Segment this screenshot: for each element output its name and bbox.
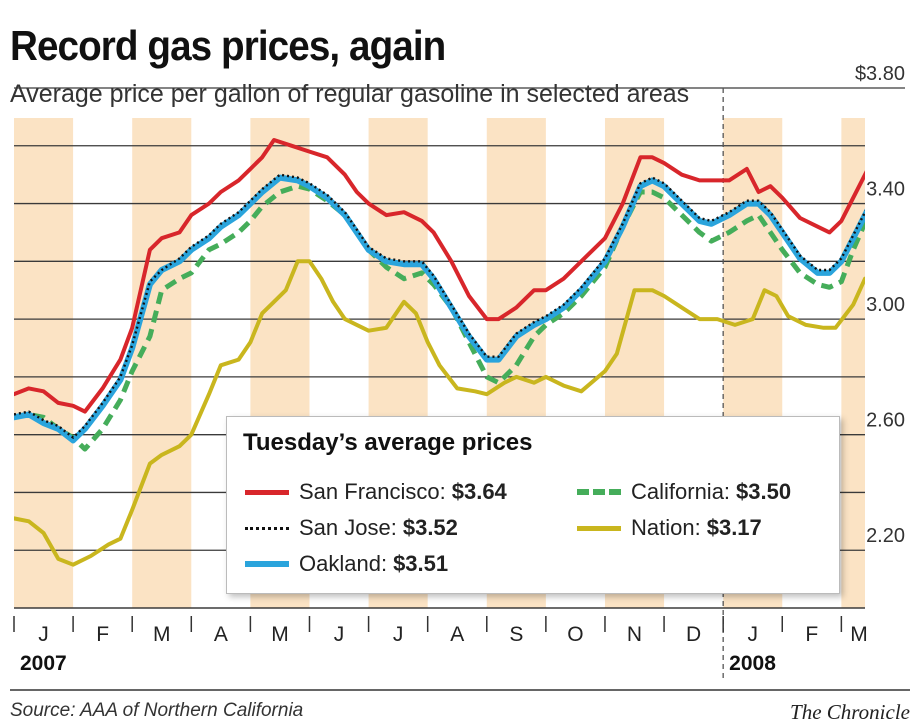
year-label: 2008 [729, 652, 776, 675]
x-tick-label: M [850, 623, 868, 646]
y-tick-label: $3.80 [855, 63, 905, 85]
series-line-california [14, 183, 865, 452]
legend-title: Tuesday’s average prices [243, 429, 533, 456]
legend-label-san-jose: San Jose: [299, 515, 397, 540]
legend-item-nation: Nation: $3.17 [577, 515, 762, 541]
x-tick-label: F [805, 623, 818, 646]
x-tick-label: A [214, 623, 228, 646]
y-tick-label: 3.40 [866, 179, 905, 201]
x-tick-label: N [627, 623, 642, 646]
legend-value-oakland: $3.51 [393, 551, 449, 576]
x-tick-label: D [686, 623, 701, 646]
month-band [841, 118, 865, 608]
legend-value-nation: $3.17 [706, 515, 762, 540]
x-tick-label: J [747, 623, 758, 646]
series-line-nation [14, 259, 865, 567]
legend-label-nation: Nation: [631, 515, 701, 540]
source-note: Source: AAA of Northern California [10, 700, 304, 721]
x-tick-label: F [96, 623, 109, 646]
x-tick-label: S [509, 623, 523, 646]
month-band [14, 118, 74, 608]
series-line-oakland [14, 174, 865, 444]
series-line-san-jose [14, 173, 865, 439]
y-tick-label: 2.60 [866, 410, 905, 432]
legend-box: Tuesday’s average prices San Francisco: … [226, 416, 840, 594]
y-tick-label: 3.00 [866, 294, 905, 316]
month-band [132, 118, 192, 608]
legend-swatch-nation [577, 525, 621, 531]
chart-subtitle: Average price per gallon of regular gaso… [10, 80, 690, 108]
legend-swatch-oakland [245, 561, 289, 567]
legend-item-san-jose: San Jose: $3.52 [245, 515, 458, 541]
series-line-san-francisco [14, 138, 865, 414]
x-tick-label: M [153, 623, 171, 646]
x-tick-label: O [567, 623, 583, 646]
chart-title: Record gas prices, again [10, 22, 446, 69]
x-tick-label: J [393, 623, 404, 646]
legend-label-san-francisco: San Francisco: [299, 479, 446, 504]
legend-label-california: California: [631, 479, 731, 504]
legend-swatch-san-jose [245, 526, 289, 530]
legend-item-oakland: Oakland: $3.51 [245, 551, 448, 577]
legend-item-california: California: $3.50 [577, 479, 791, 505]
legend-value-san-jose: $3.52 [402, 515, 458, 540]
legend-value-california: $3.50 [736, 479, 792, 504]
legend-value-san-francisco: $3.64 [451, 479, 507, 504]
line-chart: $3.80 3.40 3.00 2.60 2.20 J F M A M J J A S O N D J F M 2007… [10, 63, 910, 691]
legend-label-oakland: Oakland: [299, 551, 388, 576]
year-label: 2007 [20, 652, 67, 675]
x-tick-label: A [450, 623, 464, 646]
legend-swatch-san-francisco [245, 489, 289, 495]
y-tick-label: 2.20 [866, 525, 905, 547]
legend-item-san-francisco: San Francisco: $3.64 [245, 479, 507, 505]
legend-swatch-california [577, 489, 621, 495]
publisher-credit: The Chronicle [790, 700, 910, 724]
x-tick-label: J [334, 623, 345, 646]
x-tick-label: J [38, 623, 49, 646]
x-tick-label: M [271, 623, 289, 646]
